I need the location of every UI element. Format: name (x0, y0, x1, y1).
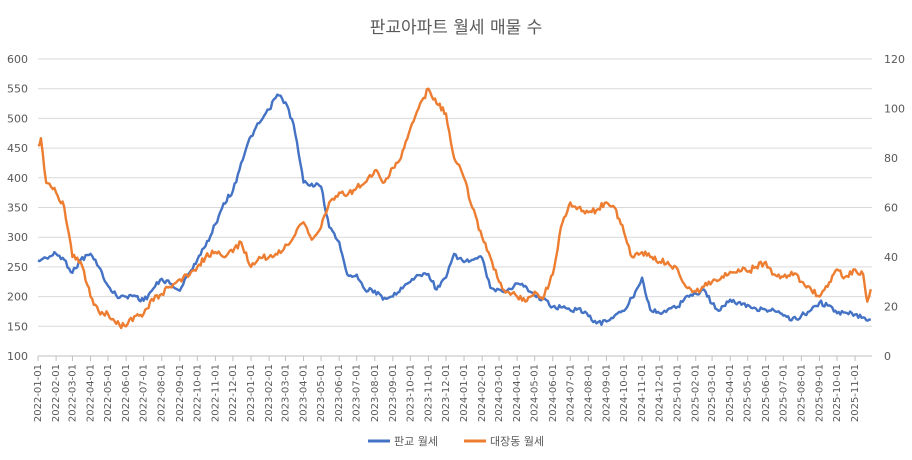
x-tick-label: 2024-03-01 (494, 364, 505, 422)
x-tick-label: 2022-03-01 (67, 364, 78, 422)
right-y-tick-label: 60 (884, 202, 898, 215)
x-tick-label: 2024-08-01 (583, 364, 594, 422)
left-y-tick-label: 250 (7, 261, 28, 274)
left-y-tick-label: 500 (7, 112, 28, 125)
x-tick-label: 2022-10-01 (192, 364, 203, 422)
x-tick-label: 2024-02-01 (477, 364, 488, 422)
left-y-tick-label: 550 (7, 83, 28, 96)
x-tick-label: 2023-01-01 (246, 364, 257, 422)
right-y-tick-label: 100 (884, 103, 905, 116)
x-tick-label: 2025-05-01 (743, 364, 754, 422)
x-tick-label: 2025-08-01 (796, 364, 807, 422)
x-tick-label: 2022-05-01 (103, 364, 114, 422)
right-y-tick-label: 120 (884, 53, 905, 66)
x-tick-label: 2023-08-01 (370, 364, 381, 422)
chart-title: 판교아파트 월세 매물 수 (370, 18, 543, 38)
x-tick-label: 2023-11-01 (423, 364, 434, 422)
right-y-tick-label: 20 (884, 301, 898, 314)
x-tick-label: 2024-11-01 (637, 364, 648, 422)
series-layer (37, 87, 872, 330)
x-tick-label: 2022-09-01 (175, 364, 186, 422)
x-tick-label: 2022-06-01 (121, 364, 132, 422)
x-axis: 2022-01-01 2022-02-01 2022-03-01 2022-04-01… (33, 356, 861, 422)
x-tick-label: 2024-07-01 (565, 364, 576, 422)
x-tick-label: 2025-03-01 (707, 364, 718, 422)
x-tick-label: 2025-11-01 (850, 364, 861, 422)
left-y-tick-label: 450 (7, 142, 28, 155)
x-tick-label: 2024-12-01 (655, 364, 666, 422)
legend: 판교 월세 대장동 월세 (368, 435, 544, 448)
left-y-tick-label: 100 (7, 350, 28, 363)
x-tick-label: 2023-07-01 (352, 364, 363, 422)
x-tick-label: 2024-04-01 (512, 364, 523, 422)
x-tick-label: 2024-06-01 (548, 364, 559, 422)
x-tick-label: 2023-03-01 (280, 364, 291, 422)
x-tick-label: 2025-09-01 (814, 364, 825, 422)
x-tick-label: 2025-01-01 (673, 364, 684, 422)
right-y-tick-label: 80 (884, 152, 898, 165)
x-tick-label: 2023-12-01 (441, 364, 452, 422)
legend-label-daejang: 대장동 월세 (490, 435, 544, 448)
series-line-pangyo (37, 93, 872, 326)
gridlines (38, 58, 872, 357)
right-y-tick-label: 0 (884, 350, 891, 363)
x-tick-label: 2023-02-01 (264, 364, 275, 422)
x-tick-label: 2022-12-01 (228, 364, 239, 422)
x-tick-label: 2023-09-01 (388, 364, 399, 422)
x-tick-label: 2025-07-01 (778, 364, 789, 422)
x-tick-label: 2022-04-01 (86, 364, 97, 422)
right-y-axis: 0 20 40 60 80 100 120 (884, 53, 905, 363)
legend-label-pangyo: 판교 월세 (394, 435, 438, 448)
x-tick-label: 2025-04-01 (725, 364, 736, 422)
left-y-tick-label: 300 (7, 231, 28, 244)
x-tick-label: 2022-11-01 (210, 364, 221, 422)
x-tick-label: 2024-10-01 (619, 364, 630, 422)
left-y-axis: 100 150 200 250 300 350 400 450 500 550 600 (7, 53, 28, 363)
x-tick-label: 2022-01-01 (33, 364, 44, 422)
x-tick-label: 2025-10-01 (832, 364, 843, 422)
x-tick-label: 2022-08-01 (157, 364, 168, 422)
x-tick-label: 2024-09-01 (601, 364, 612, 422)
right-y-tick-label: 40 (884, 251, 898, 264)
left-y-tick-label: 600 (7, 53, 28, 66)
x-tick-label: 2024-05-01 (530, 364, 541, 422)
x-tick-label: 2023-06-01 (334, 364, 345, 422)
x-tick-label: 2025-06-01 (761, 364, 772, 422)
left-y-tick-label: 150 (7, 320, 28, 333)
x-tick-label: 2024-01-01 (459, 364, 470, 422)
x-tick-label: 2023-04-01 (299, 364, 310, 422)
x-tick-label: 2025-02-01 (691, 364, 702, 422)
x-tick-label: 2023-10-01 (405, 364, 416, 422)
left-y-tick-label: 200 (7, 291, 28, 304)
left-y-tick-label: 350 (7, 202, 28, 215)
left-y-tick-label: 400 (7, 172, 28, 185)
x-tick-label: 2023-05-01 (316, 364, 327, 422)
series-line-daejang (37, 87, 872, 330)
x-tick-label: 2022-07-01 (139, 364, 150, 422)
x-tick-label: 2022-02-01 (51, 364, 62, 422)
